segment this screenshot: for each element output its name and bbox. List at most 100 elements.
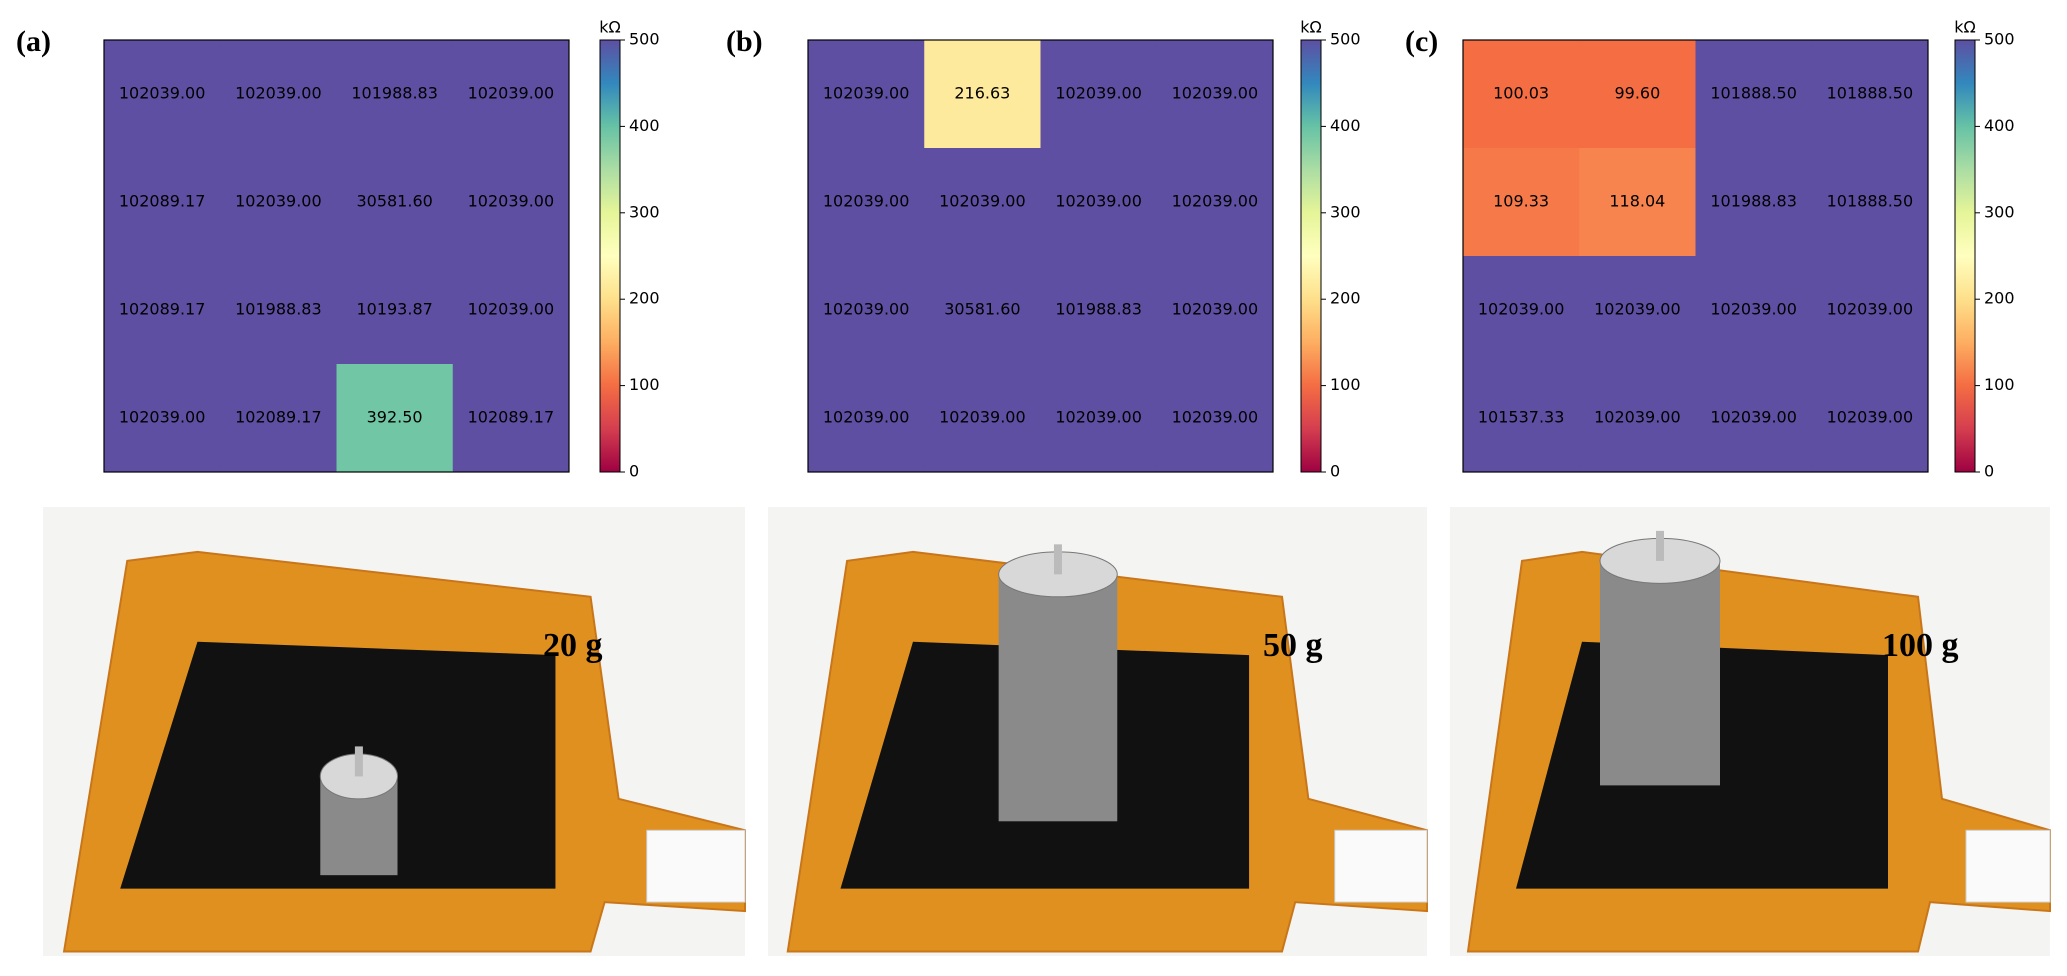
heatmap-cell	[1463, 148, 1580, 257]
heatmap-cell	[1695, 40, 1813, 149]
cell-label: 102039.00	[1172, 300, 1259, 319]
cell-label: 102039.00	[1055, 408, 1142, 427]
photo	[43, 507, 746, 956]
weight-knob	[1053, 544, 1062, 575]
heatmap-cell	[1463, 40, 1580, 149]
heatmap-cell	[1695, 364, 1813, 473]
cell-label: 102039.00	[1172, 192, 1259, 211]
colorbar-tick-label: 300	[1330, 202, 1361, 221]
cell-label: 30581.60	[944, 300, 1020, 319]
heatmap-cell	[808, 148, 925, 257]
heatmap-cell	[452, 256, 570, 365]
heatmap-cell	[808, 364, 925, 473]
photo-caption: 20 g	[543, 627, 603, 664]
heatmap-frame	[1462, 39, 1929, 473]
colorbar-tick-label: 500	[1984, 30, 2015, 49]
cell-label: 102039.00	[1172, 408, 1259, 427]
cell-label: 102039.00	[823, 192, 910, 211]
cell-label: 102039.00	[1055, 84, 1142, 103]
colorbar-tick-label: 100	[629, 375, 660, 394]
cell-label: 102039.00	[119, 84, 206, 103]
heatmap-cell	[220, 256, 337, 365]
colorbar-tick-label: 0	[1984, 462, 1994, 481]
connector	[1334, 829, 1428, 903]
cell-label: 102039.00	[1710, 300, 1797, 319]
weight-knob	[1656, 530, 1664, 561]
heatmap-cell	[452, 40, 570, 149]
colorbar-tick-label: 500	[629, 30, 660, 49]
cell-label: 101537.33	[1478, 408, 1565, 427]
colorbar	[1300, 39, 1322, 473]
heatmap-cell	[1811, 40, 1929, 149]
heatmap-cell	[1579, 256, 1696, 365]
heatmap-cell	[452, 364, 570, 473]
cell-label: 101988.83	[1710, 192, 1797, 211]
colorbar-tick-label: 300	[1984, 202, 2015, 221]
cell-label: 101888.50	[1827, 192, 1914, 211]
heatmap-cell	[104, 40, 221, 149]
heatmap-cell	[1156, 256, 1274, 365]
cell-label: 101988.83	[351, 84, 438, 103]
heatmap-cell	[336, 256, 454, 365]
cell-label: 216.63	[954, 84, 1010, 103]
cell-label: 102039.00	[119, 408, 206, 427]
colorbar-tick-label: 100	[1984, 375, 2015, 394]
colorbar-tick-label: 200	[629, 289, 660, 308]
cell-label: 102039.00	[1710, 408, 1797, 427]
heatmap-cell	[1156, 148, 1274, 257]
heatmap-cell	[808, 40, 925, 149]
cell-label: 102039.00	[235, 192, 322, 211]
heatmap-frame	[807, 39, 1274, 473]
heatmap-cell	[808, 256, 925, 365]
heatmap-cell	[1579, 148, 1696, 257]
cell-label: 102039.00	[823, 408, 910, 427]
photo-caption: 50 g	[1263, 627, 1323, 664]
heatmap-cell	[1463, 256, 1580, 365]
cell-label: 102039.00	[1827, 408, 1914, 427]
heatmap-cell	[1695, 256, 1813, 365]
cell-label: 102039.00	[823, 84, 910, 103]
weight-body	[1600, 560, 1720, 786]
panel-label: (b)	[726, 25, 763, 58]
colorbar-tick-label: 400	[1330, 116, 1361, 135]
heatmap-cell	[1811, 364, 1929, 473]
heatmap-cell	[1695, 148, 1813, 257]
heatmap-cell	[1156, 364, 1274, 473]
cell-label: 102039.00	[823, 300, 910, 319]
photo-caption: 100 g	[1882, 627, 1959, 664]
colorbar-tick-label: 200	[1984, 289, 2015, 308]
colorbar	[599, 39, 621, 473]
heatmap-cell	[220, 148, 337, 257]
heatmap-cell	[1040, 364, 1158, 473]
heatmap-cell	[104, 148, 221, 257]
heatmap-cell	[104, 364, 221, 473]
cell-label: 102039.00	[1172, 84, 1259, 103]
connector	[1965, 829, 2051, 903]
heatmap-cell	[336, 364, 454, 473]
heatmap-cell	[924, 364, 1041, 473]
cell-label: 101888.50	[1827, 84, 1914, 103]
weight-knob	[354, 746, 363, 777]
heatmap-cell	[1811, 256, 1929, 365]
cell-label: 99.60	[1614, 84, 1660, 103]
heatmap-cell	[1811, 148, 1929, 257]
heatmap-cell	[1040, 256, 1158, 365]
cell-label: 102039.00	[1827, 300, 1914, 319]
heatmap-cell	[924, 40, 1041, 149]
heatmap-cell	[220, 364, 337, 473]
colorbar-tick-label: 0	[1330, 462, 1340, 481]
photo	[768, 507, 1428, 956]
colorbar-tick-label: 500	[1330, 30, 1361, 49]
photo	[1450, 507, 2051, 956]
heatmap-cell	[452, 148, 570, 257]
cell-label: 101988.83	[1055, 300, 1142, 319]
cell-label: 102039.00	[1478, 300, 1565, 319]
colorbar-tick-label: 400	[1984, 116, 2015, 135]
heatmap-cell	[1040, 148, 1158, 257]
cell-label: 102039.00	[939, 408, 1026, 427]
heatmap-cell	[1040, 40, 1158, 149]
cell-label: 102039.00	[1055, 192, 1142, 211]
colorbar-label: kΩ	[599, 18, 621, 37]
heatmap-cell	[924, 148, 1041, 257]
